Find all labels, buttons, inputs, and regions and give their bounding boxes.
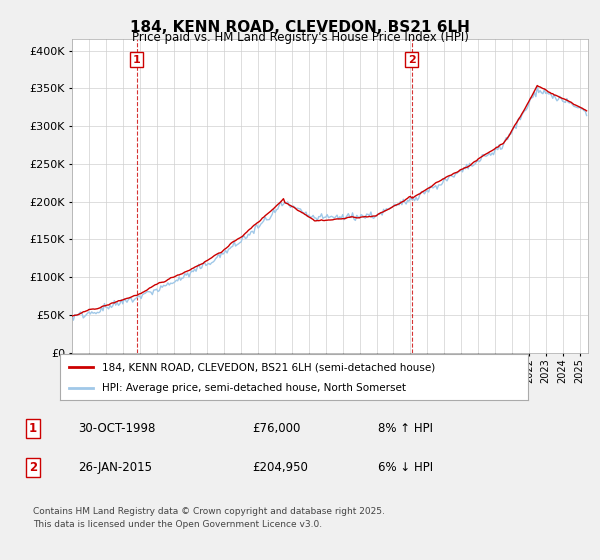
Text: £204,950: £204,950 bbox=[252, 461, 308, 474]
Text: Contains HM Land Registry data © Crown copyright and database right 2025.
This d: Contains HM Land Registry data © Crown c… bbox=[33, 507, 385, 529]
Text: 184, KENN ROAD, CLEVEDON, BS21 6LH (semi-detached house): 184, KENN ROAD, CLEVEDON, BS21 6LH (semi… bbox=[102, 362, 436, 372]
Text: HPI: Average price, semi-detached house, North Somerset: HPI: Average price, semi-detached house,… bbox=[102, 382, 406, 393]
Text: 30-OCT-1998: 30-OCT-1998 bbox=[78, 422, 155, 435]
Text: 184, KENN ROAD, CLEVEDON, BS21 6LH: 184, KENN ROAD, CLEVEDON, BS21 6LH bbox=[130, 20, 470, 35]
Text: Price paid vs. HM Land Registry's House Price Index (HPI): Price paid vs. HM Land Registry's House … bbox=[131, 31, 469, 44]
Text: 2: 2 bbox=[29, 461, 37, 474]
Text: 26-JAN-2015: 26-JAN-2015 bbox=[78, 461, 152, 474]
Text: 1: 1 bbox=[133, 54, 140, 64]
Text: 8% ↑ HPI: 8% ↑ HPI bbox=[378, 422, 433, 435]
Text: 1: 1 bbox=[29, 422, 37, 435]
Text: 2: 2 bbox=[407, 54, 415, 64]
Text: £76,000: £76,000 bbox=[252, 422, 301, 435]
Text: 6% ↓ HPI: 6% ↓ HPI bbox=[378, 461, 433, 474]
